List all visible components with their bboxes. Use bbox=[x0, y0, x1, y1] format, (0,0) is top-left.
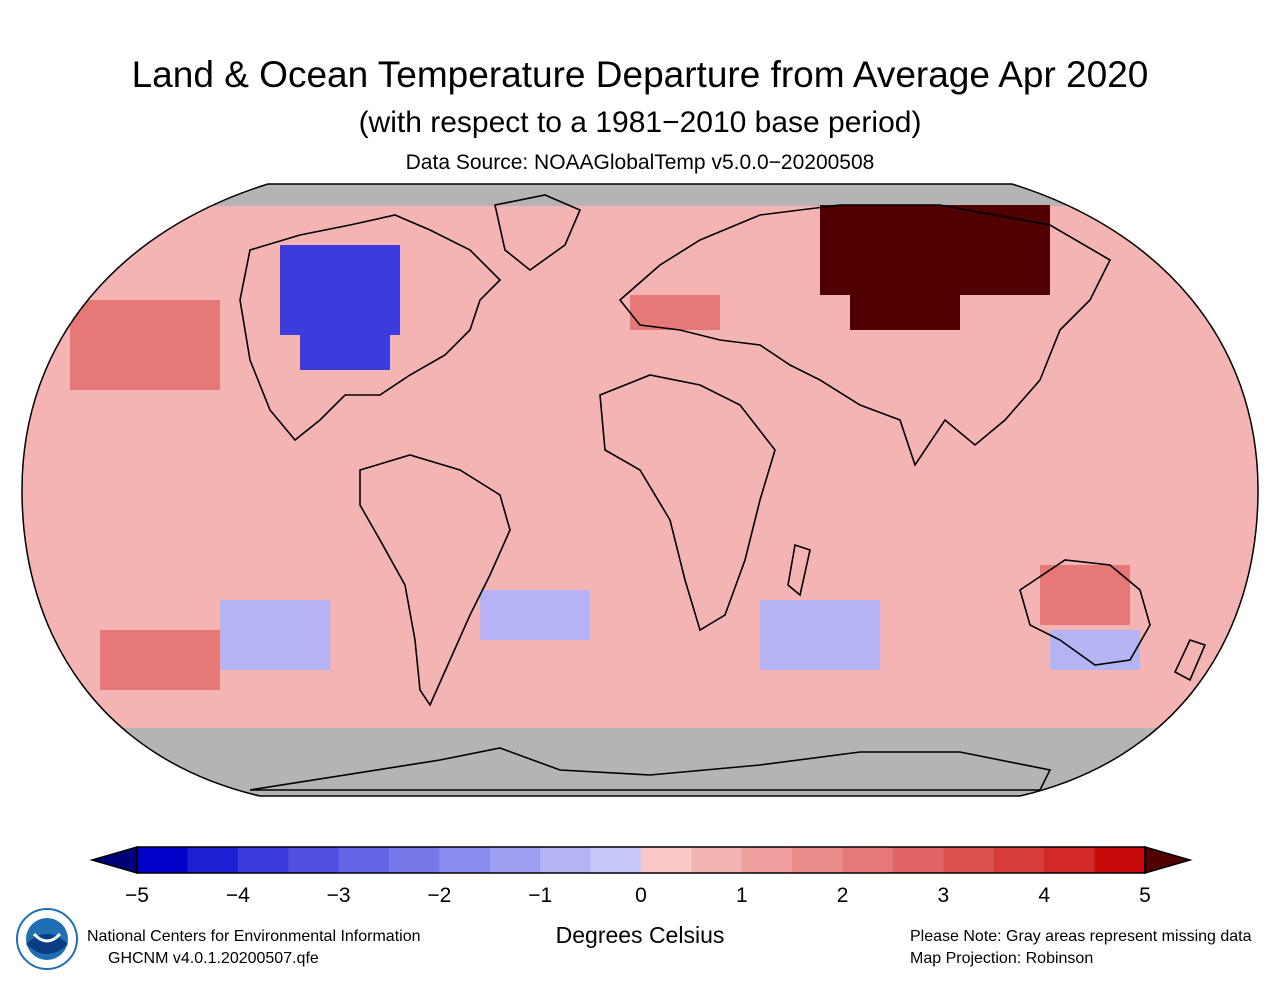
missing-data-note: Please Note: Gray areas represent missin… bbox=[910, 928, 1252, 945]
anomaly-cell-north-pacific-warm bbox=[100, 630, 220, 690]
colorbar-cell bbox=[1094, 847, 1146, 873]
colorbar-cell bbox=[540, 847, 592, 873]
colorbar-cell bbox=[691, 847, 743, 873]
coast-north-america bbox=[239, 214, 502, 442]
anomaly-cell-indian-ocean-cool bbox=[760, 600, 880, 670]
colorbar-tick-label: 4 bbox=[1038, 884, 1051, 907]
colorbar-cell bbox=[590, 847, 642, 873]
colorbar-cell bbox=[1044, 847, 1096, 873]
page-title: Land & Ocean Temperature Departure from … bbox=[131, 54, 1149, 95]
anomaly-cell-north-america-cold bbox=[280, 245, 400, 335]
colorbar-cell bbox=[489, 847, 541, 873]
coast-australia bbox=[1019, 559, 1151, 666]
colorbar-tick-label: 2 bbox=[836, 884, 849, 907]
colorbar-cell bbox=[792, 847, 844, 873]
data-source: Data Source: NOAAGlobalTemp v5.0.0−20200… bbox=[405, 151, 875, 174]
coast-eurasia bbox=[618, 204, 1112, 467]
anomaly-cell-south-pacific-cool bbox=[220, 600, 330, 670]
colorbar-tick-label: −4 bbox=[225, 884, 250, 907]
anomaly-cell-north-pacific-warm bbox=[70, 300, 220, 390]
coast-africa bbox=[599, 374, 776, 632]
anomaly-cells bbox=[22, 184, 1258, 796]
colorbar-tick-label: 1 bbox=[735, 884, 748, 907]
colorbar-cells bbox=[137, 847, 1146, 873]
colorbar-cell bbox=[237, 847, 289, 873]
anomaly-cell-siberia-warm bbox=[820, 205, 1050, 295]
coast-antarctica bbox=[249, 747, 1052, 791]
colorbar-tick-label: 3 bbox=[937, 884, 950, 907]
coast-greenland bbox=[494, 194, 582, 272]
units-label: Degrees Celsius bbox=[555, 922, 725, 948]
colorbar-cell bbox=[641, 847, 692, 873]
colorbar-tick-label: 5 bbox=[1139, 884, 1151, 907]
projection-note: Map Projection: Robinson bbox=[910, 950, 1094, 967]
colorbar-under-arrow bbox=[89, 846, 138, 874]
anomaly-cell-australia-warm bbox=[1040, 565, 1130, 625]
colorbar-cell bbox=[741, 847, 793, 873]
coast-madagascar bbox=[787, 543, 811, 597]
colorbar-cell bbox=[893, 847, 944, 873]
colorbar-tick-label: 0 bbox=[635, 884, 647, 907]
anomaly-cell-europe-warm bbox=[630, 295, 720, 330]
coast-new-zealand bbox=[1173, 639, 1207, 682]
dataset-credit: GHCNM v4.0.1.20200507.qfe bbox=[108, 950, 319, 967]
colorbar-over-arrow bbox=[1144, 846, 1193, 874]
anomaly-cell-south-atlantic-cool bbox=[480, 590, 590, 640]
colorbar-cell bbox=[389, 847, 440, 873]
colorbar-cell bbox=[288, 847, 340, 873]
colorbar-tick-label: −5 bbox=[125, 884, 149, 907]
colorbar-cell bbox=[993, 847, 1045, 873]
missing-antarctic bbox=[22, 728, 1258, 796]
coast-south-america bbox=[359, 454, 511, 707]
missing-arctic bbox=[22, 184, 1258, 206]
org-credit: National Centers for Environmental Infor… bbox=[87, 928, 421, 945]
colorbar-cell bbox=[187, 847, 239, 873]
colorbar-cell bbox=[338, 847, 390, 873]
page-subtitle: (with respect to a 1981−2010 base period… bbox=[358, 106, 922, 139]
land-outlines bbox=[239, 194, 1207, 791]
colorbar-cell bbox=[439, 847, 491, 873]
colorbar-tick-label: −2 bbox=[427, 884, 452, 907]
noaa-logo-icon bbox=[16, 908, 78, 970]
colorbar-cell bbox=[137, 847, 188, 873]
anomaly-cell-north-america-cold bbox=[300, 330, 390, 370]
colorbar-frame bbox=[136, 846, 1146, 874]
colorbar-tick-label: −1 bbox=[528, 884, 553, 907]
colorbar-cell bbox=[943, 847, 995, 873]
colorbar-cell bbox=[842, 847, 894, 873]
anomaly-cell-siberia-warm bbox=[850, 290, 960, 330]
anomaly-cell-south-pacific-cool bbox=[1050, 630, 1140, 670]
colorbar-tick-label: −3 bbox=[326, 884, 351, 907]
